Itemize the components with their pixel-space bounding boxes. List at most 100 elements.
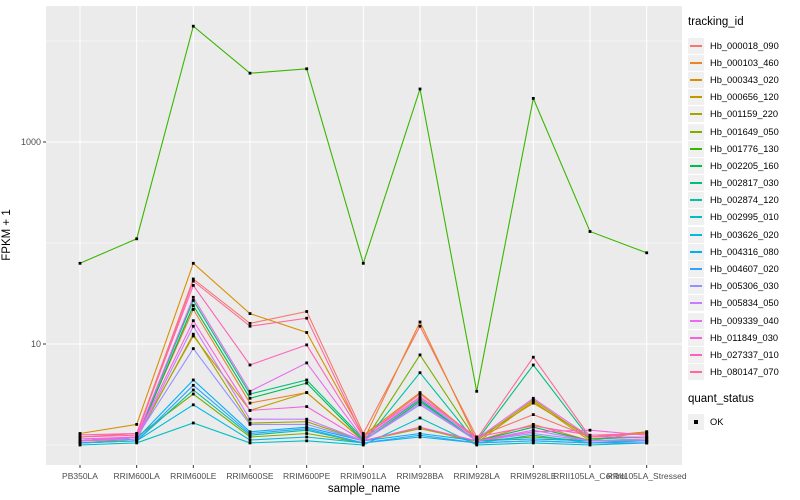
data-point <box>191 324 195 328</box>
data-point <box>191 383 195 387</box>
data-point <box>248 363 252 367</box>
quant-status-key <box>688 414 704 431</box>
legend-item: Hb_003626_020 <box>688 226 800 243</box>
data-point <box>531 439 535 443</box>
legend-key-swatch <box>688 175 704 192</box>
legend-line-icon <box>690 113 702 116</box>
y-tick-label: 10 <box>30 339 41 349</box>
x-tick-label: RRII105LA_Stressed <box>606 471 687 481</box>
data-point <box>588 433 592 437</box>
data-point <box>305 427 309 431</box>
data-point <box>418 87 422 91</box>
legend-item-label: Hb_001159_220 <box>710 109 779 120</box>
legend-line-icon <box>690 44 702 47</box>
data-point <box>191 277 195 281</box>
data-point <box>191 388 195 392</box>
legend-key-swatch <box>688 278 704 295</box>
legend-item-label: Hb_002817_030 <box>710 178 779 189</box>
y-tick-label: 1000 <box>20 137 41 147</box>
ok-square-icon <box>694 420 698 425</box>
data-point <box>645 251 649 255</box>
legend-item: Hb_000343_020 <box>688 71 800 88</box>
data-point <box>135 435 139 439</box>
data-point <box>248 432 252 435</box>
legend-key-swatch <box>688 192 704 209</box>
x-tick-label: PB350LA <box>62 471 98 481</box>
data-point <box>248 430 252 434</box>
data-point <box>135 441 139 445</box>
data-point <box>248 438 252 442</box>
legend-line-icon <box>690 182 702 185</box>
legend-item: Hb_004607_020 <box>688 260 800 278</box>
data-point <box>78 441 82 445</box>
data-point <box>305 316 309 320</box>
data-point <box>361 439 365 443</box>
data-point <box>78 435 82 439</box>
data-point <box>531 413 535 416</box>
legend-color-items: Hb_000018_090 Hb_000103_460 Hb_000343_020 H… <box>688 37 800 381</box>
legend-item: Hb_004316_080 <box>688 243 800 260</box>
legend-key-swatch <box>688 71 704 88</box>
data-point <box>135 439 139 443</box>
data-point <box>531 430 535 434</box>
data-point <box>191 24 195 28</box>
data-point <box>191 299 195 302</box>
data-point <box>191 319 195 323</box>
data-point <box>248 435 252 439</box>
data-point <box>361 441 365 445</box>
data-point <box>305 343 309 347</box>
legend-item-ok: OK <box>688 414 800 431</box>
data-point <box>305 67 309 71</box>
data-point <box>191 304 195 307</box>
data-point <box>191 295 195 299</box>
legend-key-swatch <box>688 295 704 312</box>
x-tick-label: RRIM928LE <box>510 471 557 481</box>
legend-item-label: Hb_004607_020 <box>710 264 779 275</box>
data-point <box>361 443 365 447</box>
data-point <box>588 435 592 439</box>
legend-item-label: Hb_009339_040 <box>710 315 779 326</box>
legend-item: Hb_027337_010 <box>688 346 800 363</box>
data-point <box>361 432 365 435</box>
legend-line-icon <box>690 285 702 288</box>
data-point <box>305 331 309 334</box>
data-point <box>78 439 82 443</box>
data-point <box>418 398 422 402</box>
data-point <box>418 353 422 357</box>
legend-line-icon <box>690 61 702 64</box>
data-point <box>418 432 422 435</box>
legend-line-icon <box>690 268 702 271</box>
data-point <box>248 401 252 405</box>
data-point <box>418 371 422 375</box>
data-point <box>531 355 535 359</box>
data-point <box>645 439 649 443</box>
data-point <box>305 428 309 432</box>
data-point <box>361 433 365 437</box>
legend-item: Hb_009339_040 <box>688 312 800 329</box>
data-point <box>531 396 535 400</box>
data-point <box>588 439 592 443</box>
data-point <box>418 324 422 328</box>
data-point <box>588 441 592 445</box>
legend-item-label: Hb_003626_020 <box>710 229 779 240</box>
legend-line-icon <box>690 353 702 356</box>
data-point <box>248 409 252 412</box>
legend-item: Hb_005834_050 <box>688 295 800 312</box>
data-point <box>361 437 365 441</box>
x-tick-label: RRIM901LA <box>340 471 387 481</box>
data-point <box>305 439 309 443</box>
legend-item: Hb_000103_460 <box>688 54 800 71</box>
legend-item: Hb_000018_090 <box>688 37 800 54</box>
data-point <box>531 428 535 432</box>
legend-key-swatch <box>688 364 704 381</box>
data-point <box>191 403 195 407</box>
data-point <box>531 398 535 402</box>
legend-item-label: Hb_002874_120 <box>710 195 779 206</box>
legend-line-icon <box>690 216 702 219</box>
data-point <box>248 423 252 426</box>
x-axis-title: sample_name <box>327 483 401 495</box>
x-tick-label: RRIM600PE <box>283 471 331 481</box>
legend-key-swatch <box>688 329 704 346</box>
